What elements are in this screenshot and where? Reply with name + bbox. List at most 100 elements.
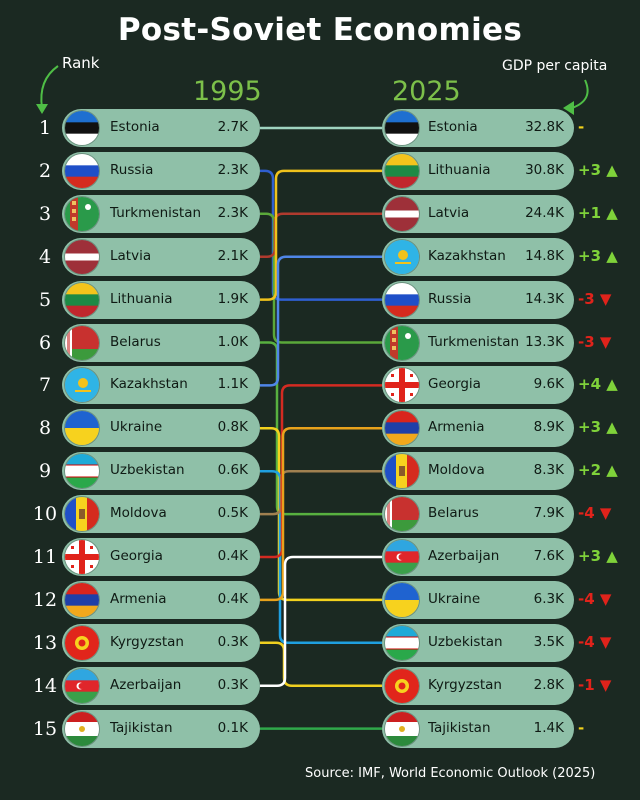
rank-change-value: +4: [578, 375, 602, 394]
gdp-value-2025: 9.6K: [533, 376, 564, 393]
flag-tajikistan-icon: [65, 711, 99, 746]
country-name: Kazakhstan: [428, 247, 506, 264]
rank-change-badge: -: [578, 719, 584, 737]
triangle-up-icon: ▲: [601, 418, 618, 437]
gdp-value-1995: 2.1K: [217, 247, 248, 264]
connector-kyrgyzstan: [260, 641, 382, 687]
rank-change-badge: -3 ▼: [578, 333, 611, 351]
flag-russia-icon: [385, 282, 419, 317]
gdp-value-1995: 0.3K: [217, 676, 248, 693]
left-row-azerbaijan: Azerbaijan 0.3K: [62, 666, 260, 705]
rank-number: 1: [38, 117, 52, 139]
left-row-georgia: Georgia 0.4K: [62, 538, 260, 576]
right-row-tajikistan: Tajikistan 1.4K: [382, 709, 574, 748]
gdp-value-1995: 0.6K: [217, 462, 248, 479]
right-row-kazakhstan: Kazakhstan 14.8K: [382, 237, 574, 276]
country-name: Belarus: [110, 333, 161, 350]
gdp-value-2025: 14.3K: [525, 290, 564, 307]
rank-change-value: -3: [578, 332, 595, 351]
right-row-georgia: Georgia 9.6K: [382, 366, 574, 405]
rank-number: 12: [32, 588, 58, 611]
flag-azerbaijan-icon: [65, 668, 99, 703]
rank-change-badge: -1 ▼: [578, 676, 611, 694]
gdp-value-2025: 24.4K: [525, 204, 564, 221]
gdp-value-1995: 1.9K: [217, 290, 248, 307]
flag-uzbekistan-icon: [385, 625, 419, 660]
country-name: Tajikistan: [110, 719, 173, 736]
gdp-value-1995: 0.8K: [217, 419, 248, 436]
flag-georgia-icon: [65, 540, 99, 574]
left-row-moldova: Moldova 0.5K: [62, 495, 260, 534]
rank-number: 6: [38, 331, 52, 354]
left-row-uzbekistan: Uzbekistan 0.6K: [62, 452, 260, 491]
country-name: Moldova: [110, 505, 167, 522]
left-row-armenia: Armenia 0.4K: [62, 580, 260, 619]
country-name: Russia: [110, 161, 154, 178]
rank-number: 15: [32, 717, 58, 740]
flag-azerbaijan-icon: [385, 540, 419, 574]
left-row-estonia: Estonia 2.7K: [62, 109, 260, 147]
flag-moldova-icon: [65, 497, 99, 532]
gdp-value-1995: 1.0K: [217, 333, 248, 350]
country-name: Moldova: [428, 462, 485, 479]
triangle-down-icon: ▼: [594, 332, 612, 351]
country-name: Azerbaijan: [428, 548, 500, 564]
left-row-russia: Russia 2.3K: [62, 151, 260, 190]
flag-kazakhstan-icon: [385, 239, 419, 274]
right-row-uzbekistan: Uzbekistan 3.5K: [382, 623, 574, 662]
flag-armenia-icon: [385, 411, 419, 446]
rank-change-badge: +1 ▲: [578, 204, 618, 222]
country-name: Georgia: [428, 376, 481, 393]
right-row-estonia: Estonia 32.8K: [382, 109, 574, 147]
flag-belarus-icon: [65, 325, 99, 360]
rank-change-value: +2: [578, 461, 602, 480]
left-row-kazakhstan: Kazakhstan 1.1K: [62, 366, 260, 405]
gdp-value-1995: 0.4K: [217, 590, 248, 607]
gdp-value-1995: 1.1K: [217, 376, 248, 393]
left-row-turkmenistan: Turkmenistan 2.3K: [62, 194, 260, 233]
flag-estonia-icon: [65, 111, 99, 145]
left-row-tajikistan: Tajikistan 0.1K: [62, 709, 260, 748]
rank-change-value: -: [578, 118, 585, 136]
country-name: Uzbekistan: [110, 462, 185, 479]
left-row-ukraine: Ukraine 0.8K: [62, 409, 260, 448]
country-name: Tajikistan: [428, 719, 491, 736]
triangle-up-icon: ▲: [601, 375, 618, 394]
right-row-turkmenistan: Turkmenistan 13.3K: [382, 323, 574, 362]
gdp-value-2025: 7.9K: [533, 505, 564, 522]
rank-change-badge: +3 ▲: [578, 418, 618, 436]
flag-moldova-icon: [385, 454, 419, 489]
rank-change-value: -4: [578, 504, 595, 523]
gdp-value-1995: 2.3K: [217, 204, 248, 221]
country-name: Lithuania: [428, 161, 491, 178]
gdp-value-1995: 2.7K: [217, 119, 248, 135]
rank-change-value: -1: [578, 675, 595, 694]
rank-change-value: -4: [578, 632, 595, 651]
triangle-down-icon: ▼: [594, 504, 612, 523]
right-row-lithuania: Lithuania 30.8K: [382, 151, 574, 190]
flag-belarus-icon: [385, 497, 419, 532]
triangle-down-icon: ▼: [594, 589, 612, 608]
triangle-down-icon: ▼: [594, 632, 612, 651]
triangle-up-icon: ▲: [601, 246, 618, 265]
gdp-value-1995: 2.3K: [217, 161, 248, 178]
right-row-moldova: Moldova 8.3K: [382, 452, 574, 491]
rank-change-badge: +4 ▲: [578, 375, 618, 393]
flag-estonia-icon: [385, 111, 419, 145]
flag-kazakhstan-icon: [65, 368, 99, 403]
gdp-value-2025: 3.5K: [533, 633, 564, 650]
rank-change-value: +3: [578, 160, 602, 179]
flag-latvia-icon: [65, 239, 99, 274]
gdp-value-2025: 30.8K: [525, 161, 564, 178]
flag-ukraine-icon: [65, 411, 99, 446]
country-name: Kyrgyzstan: [428, 676, 502, 693]
connector-armenia: [260, 427, 382, 602]
source-note: Source: IMF, World Economic Outlook (202…: [305, 766, 596, 781]
country-name: Armenia: [428, 419, 485, 436]
country-name: Ukraine: [428, 590, 481, 607]
right-row-ukraine: Ukraine 6.3K: [382, 580, 574, 619]
country-name: Lithuania: [110, 290, 173, 307]
connector-latvia: [260, 212, 382, 258]
rank-number: 7: [38, 374, 52, 397]
